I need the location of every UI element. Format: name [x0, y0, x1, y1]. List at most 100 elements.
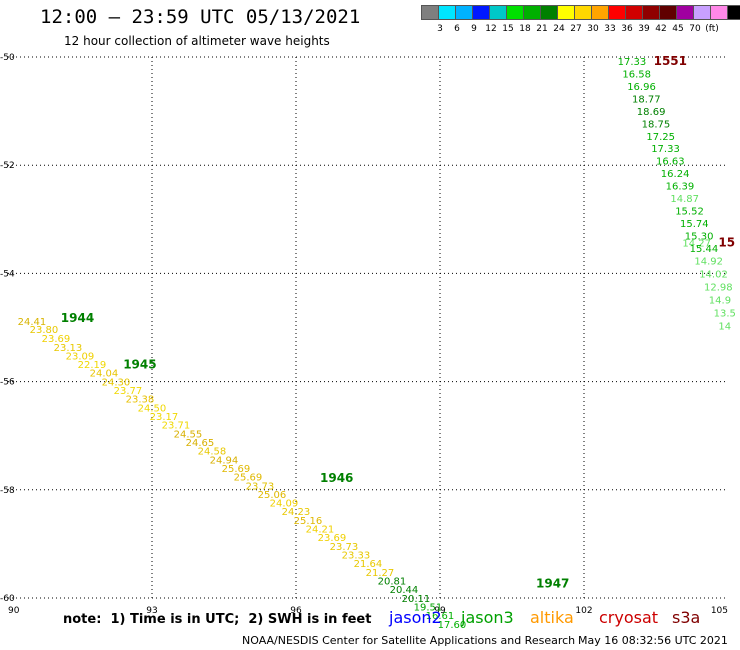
x-tick-label: 90: [8, 606, 20, 616]
wave-height-value: 20.81: [378, 576, 407, 587]
wave-height-value: 23.71: [162, 421, 191, 432]
wave-height-value: 23.09: [66, 351, 95, 362]
wave-height-value: 24.58: [198, 447, 227, 458]
wave-height-value: 16.39: [666, 182, 695, 193]
y-tick-label: -56: [0, 378, 15, 388]
wave-height-value: 23.73: [246, 481, 275, 492]
wave-height-value: 12.98: [704, 283, 733, 294]
wave-height-value: 24.65: [186, 438, 215, 449]
wave-height-value: 24.41: [18, 317, 47, 328]
chart-title: 12:00 – 23:59 UTC 05/13/2021: [40, 6, 361, 28]
legend-cryosat: cryosat: [599, 608, 659, 627]
scale-tick-label: (ft): [705, 24, 719, 34]
wave-height-value: 17.33: [618, 57, 647, 68]
legend-altika: altika: [530, 608, 574, 627]
wave-height-value: 17.60: [438, 620, 467, 631]
wave-height-value: 17.33: [651, 144, 680, 155]
wave-height-value: 15.44: [690, 244, 719, 255]
pass-time-label: 1947: [536, 577, 569, 591]
wave-height-value: 24.50: [138, 403, 167, 414]
wave-height-value: 16.96: [627, 82, 656, 93]
scale-tick-label: 42: [655, 24, 667, 34]
wave-height-value: 23.80: [30, 325, 59, 336]
wave-height-value: 21.27: [366, 568, 395, 579]
wave-height-value: 23.73: [330, 542, 359, 553]
wave-height-value: 21.64: [354, 559, 383, 570]
scale-tick-label: 15: [502, 24, 514, 34]
wave-height-value: 20.44: [390, 585, 419, 596]
wave-height-value: 18.75: [642, 119, 671, 130]
credit-line: NOAA/NESDIS Center for Satellite Applica…: [242, 634, 576, 647]
pass-time-label: 15: [718, 235, 735, 249]
y-tick-label: -54: [0, 269, 15, 279]
x-tick-label: 96: [290, 606, 302, 616]
x-tick-label: 102: [575, 606, 592, 616]
wave-height-value: 24.21: [306, 525, 335, 536]
scale-tick-label: 70: [689, 24, 701, 34]
wave-height-value: 25.06: [258, 490, 287, 501]
chart-subtitle: 12 hour collection of altimeter wave hei…: [64, 34, 330, 48]
scale-tick-label: 27: [570, 24, 582, 34]
wave-height-value: 23.13: [54, 343, 83, 354]
wave-height-value: 22.19: [78, 360, 107, 371]
wave-height-value: 20.11: [402, 594, 431, 605]
wave-height-value: 17.25: [646, 132, 675, 143]
wave-height-value: 23.38: [126, 395, 155, 406]
wave-height-value: 14.02: [699, 270, 728, 281]
wave-height-value: 16.58: [622, 70, 651, 81]
scale-tick-label: 45: [672, 24, 684, 34]
wave-height-value: 25.69: [222, 464, 251, 475]
scale-tick-label: 21: [536, 24, 548, 34]
scale-tick-label: 33: [604, 24, 616, 34]
wave-height-value: 16.63: [656, 157, 685, 168]
wave-height-value: 15.52: [675, 206, 704, 217]
wave-height-value: 25.16: [294, 516, 323, 527]
wave-height-value: 24.09: [270, 499, 299, 510]
legend-s3a: s3a: [672, 608, 701, 627]
wave-height-value: 23.69: [42, 334, 71, 345]
pass-time-label: 1551: [654, 54, 687, 68]
wave-height-value: 24.23: [282, 507, 311, 518]
pass-time-label: 1946: [320, 471, 353, 485]
x-tick-label: 105: [711, 606, 728, 616]
pass-time-label: 1945: [123, 358, 156, 372]
generation-timestamp: May 16 08:32:56 UTC 2021: [578, 634, 728, 647]
y-tick-label: -52: [0, 161, 15, 171]
wave-height-value: 23.69: [318, 533, 347, 544]
scale-swatch: [727, 5, 740, 20]
scale-tick-label: 6: [454, 24, 460, 34]
x-tick-label: 93: [146, 606, 157, 616]
wave-height-value: 14.92: [694, 257, 723, 268]
scale-tick-label: 9: [471, 24, 477, 34]
y-tick-label: -60: [0, 594, 15, 604]
wave-height-value: 14.9: [709, 296, 731, 307]
wave-height-value: 14: [718, 322, 731, 333]
x-tick-label: 99: [434, 606, 446, 616]
scale-tick-label: 18: [519, 24, 531, 34]
wave-height-value: 15.74: [680, 219, 709, 230]
scale-tick-label: 30: [587, 24, 599, 34]
wave-height-value: 15.30: [685, 231, 714, 242]
wave-height-value: 18.69: [637, 107, 666, 118]
wave-height-value: 23.77: [114, 386, 143, 397]
wave-height-value: 24.04: [90, 369, 119, 380]
scale-tick-label: 36: [621, 24, 633, 34]
wave-height-value: 18.77: [632, 94, 661, 105]
wave-height-value: 23.17: [150, 412, 179, 423]
wave-height-value: 13.5: [714, 309, 736, 320]
footnote: note: 1) Time is in UTC; 2) SWH is in fe…: [63, 612, 372, 627]
scale-tick-label: 39: [638, 24, 650, 34]
wave-height-value: 24.94: [210, 455, 239, 466]
scale-tick-label: 12: [485, 24, 497, 34]
scale-tick-label: 3: [437, 24, 443, 34]
wave-height-value: 14.27: [682, 238, 711, 249]
wave-height-value: 24.55: [174, 429, 203, 440]
wave-height-value: 23.33: [342, 551, 371, 562]
legend-jason2: jason2: [389, 608, 442, 627]
scale-tick-label: 24: [553, 24, 565, 34]
wave-height-value: 24.30: [102, 377, 131, 388]
y-tick-label: -50: [0, 53, 15, 63]
pass-time-label: 1944: [61, 311, 94, 325]
wave-height-value: 16.24: [661, 169, 690, 180]
